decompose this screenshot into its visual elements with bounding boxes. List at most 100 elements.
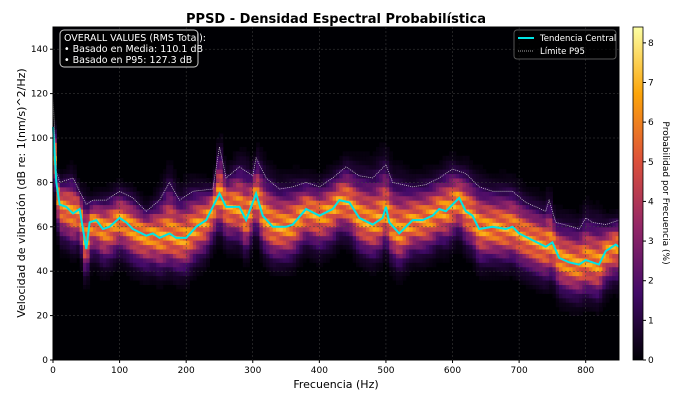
- heatmap-cell: [575, 302, 580, 308]
- heatmap-cell: [432, 253, 437, 259]
- heatmap-cell: [232, 222, 237, 228]
- heatmap-cell: [169, 244, 174, 250]
- heatmap-cell: [515, 253, 520, 259]
- heatmap-cell: [132, 222, 137, 228]
- heatmap-cell: [119, 231, 124, 237]
- heatmap-cell: [196, 204, 200, 210]
- heatmap-cell: [582, 235, 587, 241]
- heatmap-cell: [236, 200, 240, 206]
- heatmap-cell: [365, 253, 370, 259]
- heatmap-cell: [492, 195, 497, 201]
- heatmap-cell: [99, 204, 104, 210]
- heatmap-cell: [552, 266, 557, 272]
- heatmap-cell: [172, 217, 177, 223]
- heatmap-cell: [419, 200, 424, 206]
- heatmap-cell: [485, 195, 490, 201]
- heatmap-cell: [266, 191, 270, 197]
- heatmap-cell: [589, 226, 593, 232]
- heatmap-cell: [162, 182, 167, 188]
- heatmap-cell: [372, 160, 377, 166]
- heatmap-cell: [579, 275, 583, 281]
- heatmap-cell: [369, 155, 374, 161]
- heatmap-cell: [216, 200, 220, 206]
- heatmap-cell: [575, 266, 580, 272]
- heatmap-cell: [589, 262, 593, 268]
- heatmap-cell: [519, 266, 523, 272]
- heatmap-cell: [53, 191, 57, 197]
- heatmap-cell: [282, 226, 287, 232]
- heatmap-cell: [132, 231, 137, 237]
- heatmap-cell: [389, 240, 394, 246]
- heatmap-cell: [572, 222, 577, 228]
- heatmap-cell: [432, 226, 437, 232]
- heatmap-cell: [359, 186, 364, 192]
- heatmap-cell: [99, 240, 104, 246]
- heatmap-cell: [375, 169, 380, 175]
- heatmap-cell: [389, 262, 394, 268]
- x-tick-label: 200: [178, 366, 195, 376]
- heatmap-cell: [156, 271, 161, 277]
- heatmap-cell: [372, 186, 377, 192]
- heatmap-cell: [395, 271, 400, 277]
- annotation-box: OVERALL VALUES (RMS Total): • Basado en …: [59, 29, 206, 68]
- heatmap-cell: [365, 222, 370, 228]
- heatmap-cell: [479, 262, 483, 268]
- heatmap-cell: [535, 275, 540, 281]
- heatmap-cell: [182, 240, 187, 246]
- heatmap-cell: [355, 222, 360, 228]
- heatmap-cell: [319, 222, 324, 228]
- heatmap-cell: [232, 182, 237, 188]
- heatmap-cell: [326, 177, 330, 183]
- heatmap-cell: [269, 204, 274, 210]
- heatmap-cell: [485, 257, 490, 263]
- heatmap-cell: [579, 288, 583, 294]
- heatmap-cell: [375, 266, 380, 272]
- heatmap-cell: [452, 235, 457, 241]
- heatmap-cell: [542, 249, 547, 254]
- heatmap-cell: [532, 266, 537, 272]
- heatmap-cell: [355, 249, 360, 254]
- heatmap-cell: [249, 182, 254, 188]
- heatmap-cell: [299, 262, 304, 268]
- heatmap-cell: [612, 235, 617, 241]
- heatmap-cell: [132, 271, 137, 277]
- heatmap-cell: [326, 249, 330, 254]
- heatmap-cell: [459, 222, 464, 228]
- heatmap-cell: [499, 177, 503, 183]
- heatmap-cell: [272, 177, 277, 183]
- heatmap-cell: [256, 169, 260, 175]
- heatmap-cell: [69, 173, 74, 179]
- heatmap-cell: [216, 160, 220, 166]
- heatmap-cell: [192, 217, 197, 223]
- heatmap-cell: [429, 226, 434, 232]
- heatmap-cell: [309, 191, 314, 197]
- heatmap-cell: [442, 249, 447, 254]
- heatmap-cell: [592, 302, 597, 308]
- heatmap-cell: [59, 209, 64, 214]
- heatmap-cell: [86, 209, 91, 214]
- heatmap-cell: [212, 213, 217, 219]
- heatmap-cell: [302, 235, 307, 241]
- heatmap-cell: [102, 249, 107, 254]
- heatmap-cell: [409, 266, 414, 272]
- heatmap-cell: [525, 271, 530, 277]
- heatmap-cell: [389, 200, 394, 206]
- heatmap-cell: [136, 249, 141, 254]
- heatmap-cell: [509, 217, 513, 223]
- heatmap-cell: [119, 262, 124, 268]
- heatmap-cell: [359, 262, 364, 268]
- heatmap-cell: [475, 200, 480, 206]
- heatmap-cell: [216, 191, 220, 197]
- heatmap-cell: [495, 240, 500, 246]
- heatmap-cell: [472, 200, 477, 206]
- heatmap-cell: [512, 204, 517, 210]
- heatmap-cell: [475, 217, 480, 223]
- heatmap-cell: [82, 226, 87, 232]
- heatmap-cell: [572, 311, 577, 317]
- heatmap-cell: [69, 231, 74, 237]
- heatmap-cell: [62, 231, 67, 237]
- heatmap-cell: [259, 249, 264, 254]
- heatmap-cell: [362, 177, 367, 183]
- heatmap-cell: [289, 173, 294, 179]
- heatmap-cell: [159, 191, 164, 197]
